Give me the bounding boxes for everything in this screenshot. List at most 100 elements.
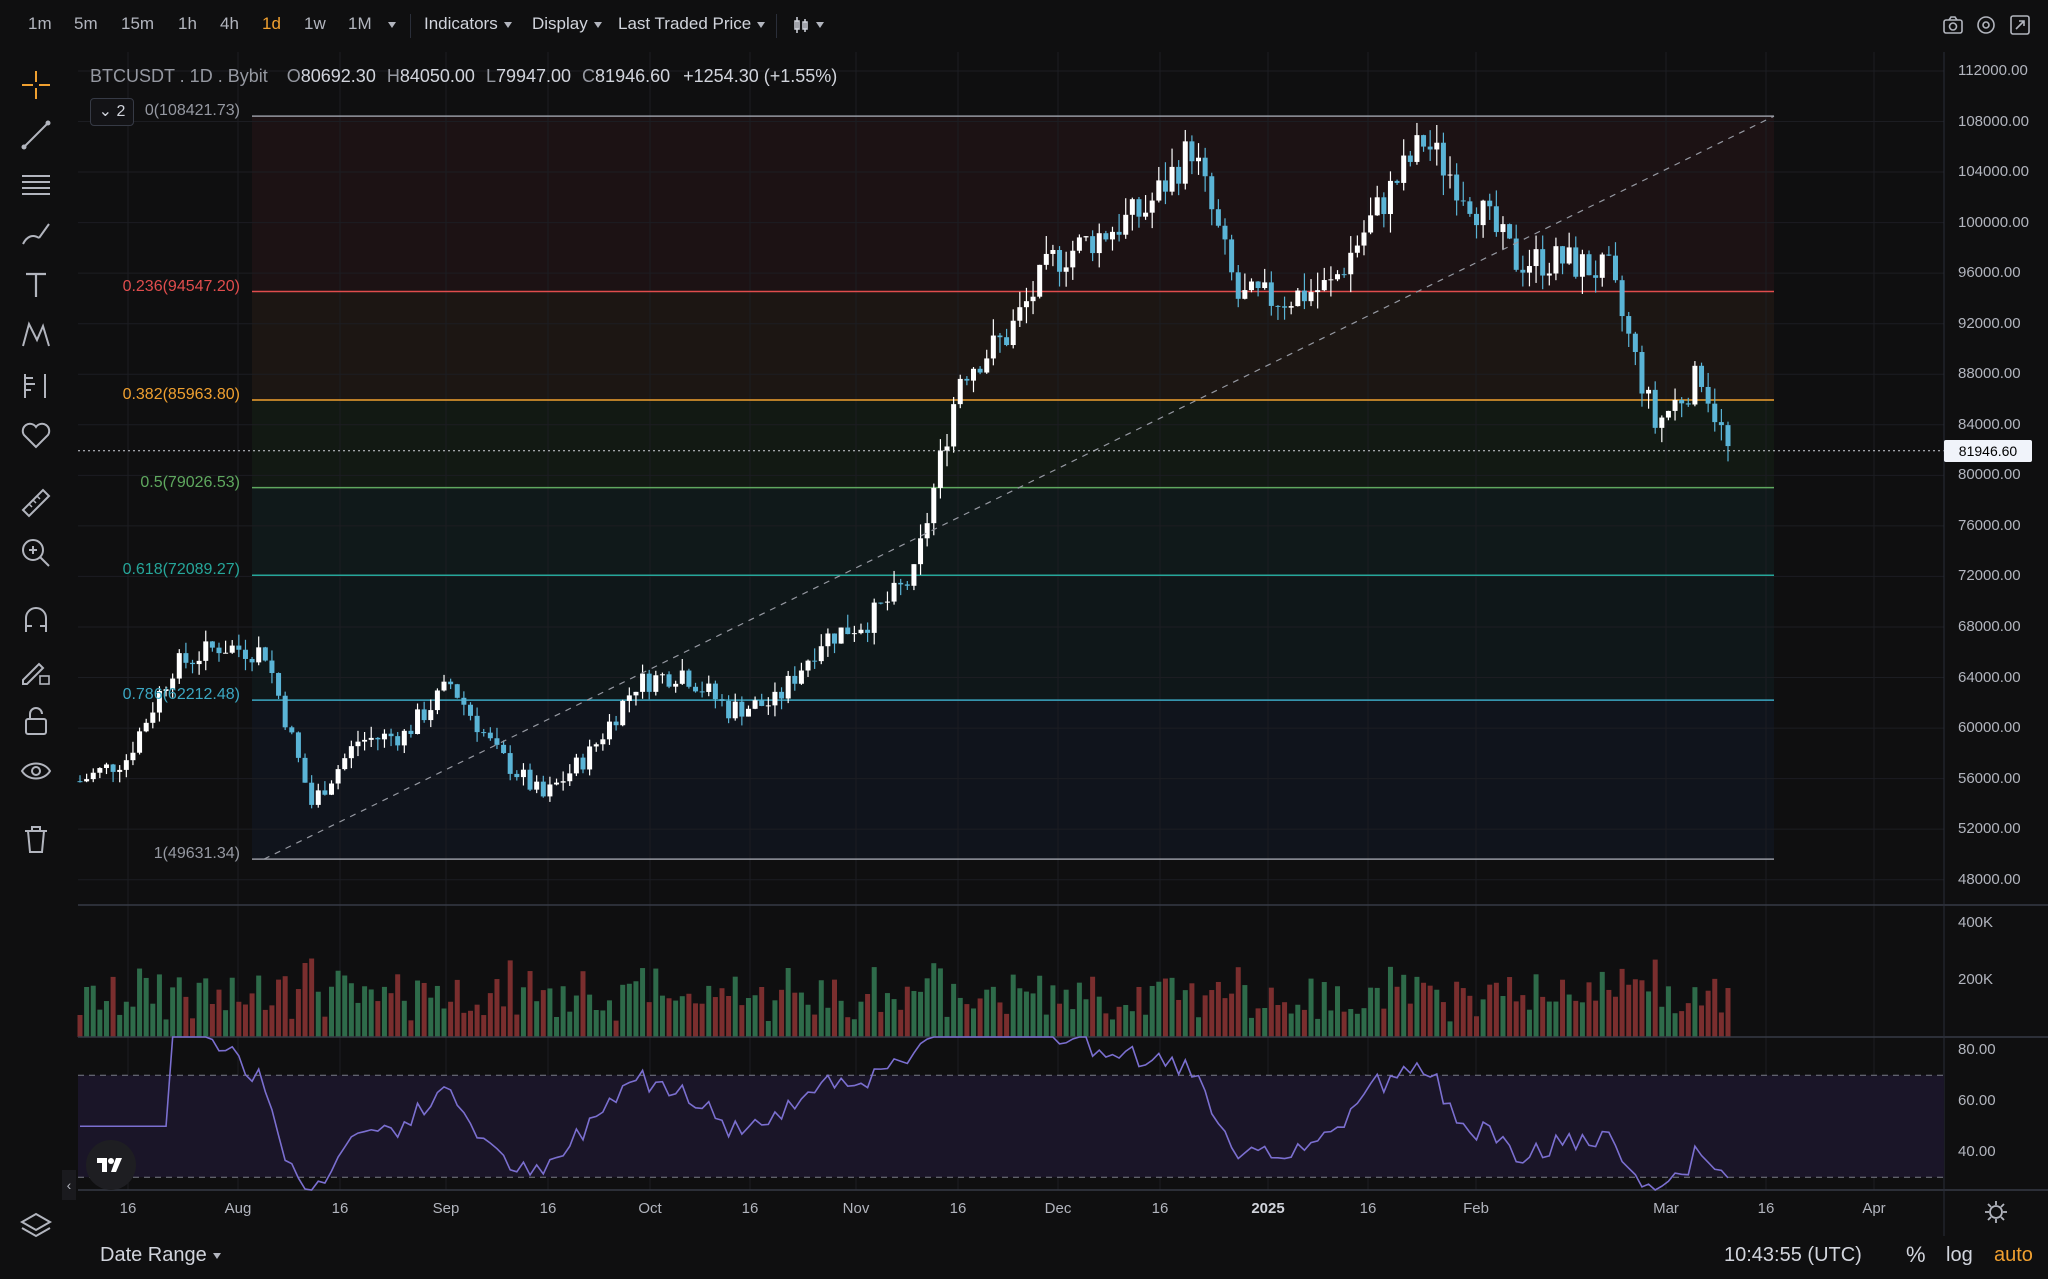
candle-body xyxy=(613,721,619,726)
candle-body xyxy=(507,753,513,774)
candle-body xyxy=(1579,254,1585,277)
chart-type-button[interactable] xyxy=(792,14,824,34)
candle-body xyxy=(256,647,262,663)
volume-bar xyxy=(1268,987,1274,1037)
candle-body xyxy=(527,769,533,790)
timeframe-1m[interactable]: 1m xyxy=(28,14,52,33)
indicators-collapse-button[interactable]: ⌄ 2 xyxy=(90,98,134,126)
low-value: 79947.00 xyxy=(495,66,572,86)
camera-icon[interactable] xyxy=(1942,14,1964,36)
favorites-icon[interactable] xyxy=(19,418,53,452)
volume-bar xyxy=(1215,981,1221,1037)
volume-bar xyxy=(600,1010,606,1037)
auto-scale-toggle[interactable]: auto xyxy=(1994,1244,2033,1266)
trend-line-drawing[interactable] xyxy=(263,115,1775,860)
volume-bar xyxy=(163,1019,169,1037)
candle-body xyxy=(1626,316,1632,334)
settings-icon[interactable] xyxy=(1975,14,1997,36)
candle-body xyxy=(1467,201,1473,214)
candle-body xyxy=(428,710,434,721)
pattern-icon[interactable] xyxy=(19,318,53,352)
timeframe-15m[interactable]: 15m xyxy=(121,14,155,33)
symbol-name[interactable]: BTCUSDT . 1D . Bybit xyxy=(90,66,268,86)
volume-bar xyxy=(1229,993,1235,1037)
magnet-icon[interactable] xyxy=(19,604,53,638)
text-icon[interactable] xyxy=(19,268,53,302)
brush-icon[interactable] xyxy=(19,218,53,252)
trend-line-icon[interactable] xyxy=(19,118,53,152)
price-axis-label: 108000.00 xyxy=(1958,112,2029,130)
ruler-icon[interactable] xyxy=(19,486,53,520)
candle-body xyxy=(209,641,215,648)
price-axis-label: 88000.00 xyxy=(1958,365,2021,383)
volume-bar xyxy=(891,999,897,1037)
volume-bar xyxy=(1440,1002,1446,1037)
volume-bar xyxy=(1612,996,1618,1037)
candle-body xyxy=(156,690,162,713)
trash-icon[interactable] xyxy=(19,822,53,856)
candle-body xyxy=(461,697,467,705)
volume-bar xyxy=(1109,1019,1115,1037)
date-range-button[interactable]: Date Range xyxy=(100,1244,221,1267)
axis-settings-icon[interactable] xyxy=(1983,1199,2009,1225)
candle-body xyxy=(1335,274,1341,280)
timeframe-1h[interactable]: 1h xyxy=(178,14,197,33)
candle-body xyxy=(1341,274,1347,276)
volume-bar xyxy=(1526,1009,1532,1037)
volume-bar xyxy=(673,1000,679,1037)
crosshair-icon[interactable] xyxy=(19,68,53,102)
timeframe-1w[interactable]: 1w xyxy=(304,14,326,33)
time-axis-label: 16 xyxy=(741,1200,759,1217)
timeframe-4h[interactable]: 4h xyxy=(220,14,239,33)
volume-bar xyxy=(461,1012,467,1037)
volume-bar xyxy=(408,1020,414,1037)
candle-body xyxy=(1507,224,1513,239)
candle-body xyxy=(302,757,308,783)
horizontal-lines-icon[interactable] xyxy=(19,168,53,202)
indicators-button[interactable]: Indicators xyxy=(424,14,512,34)
log-scale-toggle[interactable]: log xyxy=(1946,1244,1973,1266)
price-source-button[interactable]: Last Traded Price xyxy=(618,14,766,34)
lock-drawing-icon[interactable] xyxy=(19,654,53,688)
timeframe-1d[interactable]: 1d xyxy=(262,14,281,33)
volume-bar xyxy=(1460,988,1466,1037)
tradingview-logo[interactable] xyxy=(86,1140,136,1190)
candle-body xyxy=(1606,254,1612,256)
open-value: 80692.30 xyxy=(300,66,376,86)
volume-bar xyxy=(812,1014,818,1037)
candle-body xyxy=(567,773,573,782)
rsi-axis-label: 60.00 xyxy=(1958,1091,1996,1109)
candle-body xyxy=(223,652,229,654)
volume-bar xyxy=(170,987,176,1037)
candle-body xyxy=(1434,142,1440,150)
layers-icon[interactable] xyxy=(19,1210,53,1244)
candle-body xyxy=(1619,280,1625,317)
volume-bar xyxy=(633,981,639,1037)
percent-scale-toggle[interactable]: % xyxy=(1906,1242,1926,1267)
projection-icon[interactable] xyxy=(19,368,53,402)
candle-body xyxy=(646,673,652,692)
timeframe-more-button[interactable] xyxy=(382,14,396,34)
visibility-icon[interactable] xyxy=(19,754,53,788)
timeframe-5m[interactable]: 5m xyxy=(74,14,98,33)
display-label: Display xyxy=(532,14,588,33)
candle-body xyxy=(1725,425,1731,447)
timeframe-1M[interactable]: 1M xyxy=(348,14,372,33)
utc-clock[interactable]: 10:43:55 (UTC) xyxy=(1724,1244,1862,1266)
candle-body xyxy=(494,738,500,745)
candle-body xyxy=(176,653,182,679)
volume-bar xyxy=(110,976,116,1037)
volume-bar xyxy=(1096,996,1102,1037)
fullscreen-icon[interactable] xyxy=(2009,14,2031,36)
zoom-icon[interactable] xyxy=(19,536,53,570)
candle-body xyxy=(726,701,732,719)
volume-bar xyxy=(918,991,924,1037)
display-button[interactable]: Display xyxy=(532,14,602,34)
collapse-panel-button[interactable]: ‹ xyxy=(62,1170,76,1200)
candle-body xyxy=(825,633,831,647)
price-axis-label: 56000.00 xyxy=(1958,769,2021,787)
volume-bar xyxy=(1646,991,1652,1037)
volume-bar xyxy=(1321,982,1327,1037)
unlock-icon[interactable] xyxy=(19,704,53,738)
